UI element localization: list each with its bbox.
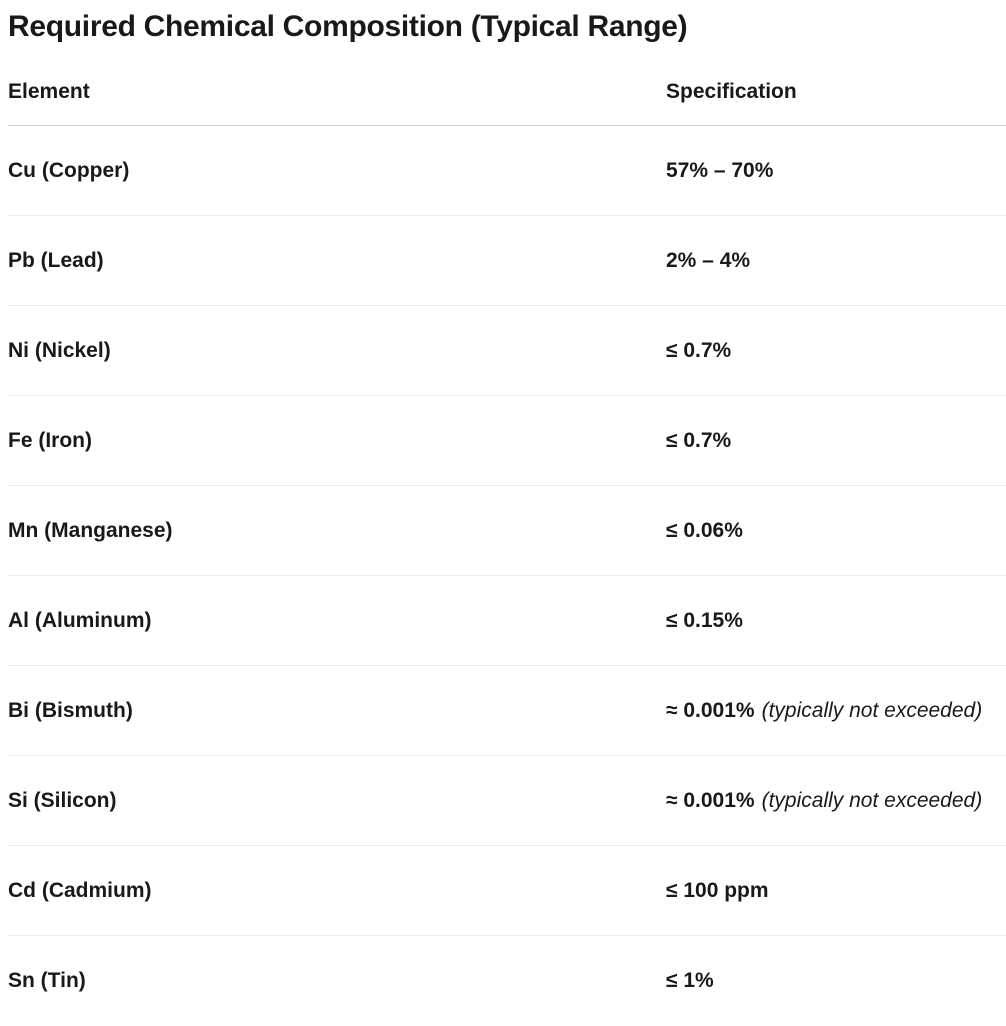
spec-cell: ≤ 100 ppm bbox=[666, 879, 1006, 903]
table-row: Cu (Copper) 57% – 70% bbox=[8, 126, 1006, 216]
spec-value: 57% – 70% bbox=[666, 158, 774, 182]
table-row: Pb (Lead) 2% – 4% bbox=[8, 216, 1006, 306]
element-cell: Bi (Bismuth) bbox=[8, 698, 133, 722]
element-cell: Mn (Manganese) bbox=[8, 518, 173, 542]
element-cell: Ni (Nickel) bbox=[8, 338, 111, 362]
element-cell: Al (Aluminum) bbox=[8, 608, 152, 632]
spec-cell: 2% – 4% bbox=[666, 249, 1006, 273]
page-title: Required Chemical Composition (Typical R… bbox=[8, 10, 688, 43]
element-cell: Si (Silicon) bbox=[8, 788, 117, 812]
spec-value: ≈ 0.001% bbox=[666, 788, 755, 812]
spec-cell: ≈ 0.001% (typically not exceeded) bbox=[666, 789, 1006, 813]
element-cell: Cd (Cadmium) bbox=[8, 878, 152, 902]
spec-value: 2% – 4% bbox=[666, 248, 751, 272]
element-cell: Sn (Tin) bbox=[8, 969, 86, 992]
column-header-element: Element bbox=[8, 79, 90, 103]
table-row: Si (Silicon) ≈ 0.001% (typically not exce… bbox=[8, 756, 1006, 846]
table-row: Al (Aluminum) ≤ 0.15% bbox=[8, 576, 1006, 666]
column-header-specification: Specification bbox=[666, 79, 797, 103]
spec-value: ≤ 0.06% bbox=[666, 518, 743, 542]
table-row: Sn (Tin) ≤ 1% bbox=[8, 936, 1006, 1026]
spec-value: ≈ 0.001% bbox=[666, 698, 755, 722]
spec-value: ≤ 0.15% bbox=[666, 608, 743, 632]
spec-note: (typically not exceeded) bbox=[761, 788, 983, 812]
spec-cell: ≈ 0.001% (typically not exceeded) bbox=[666, 699, 1006, 723]
table-header-row: Element Specification bbox=[8, 46, 1006, 126]
spec-cell: ≤ 0.7% bbox=[666, 339, 1006, 363]
spec-cell: 57% – 70% bbox=[666, 159, 1006, 183]
composition-document: Required Chemical Composition (Typical R… bbox=[0, 8, 1006, 1026]
table-row: Cd (Cadmium) ≤ 100 ppm bbox=[8, 846, 1006, 936]
spec-value: ≤ 0.7% bbox=[666, 338, 732, 362]
spec-value: ≤ 100 ppm bbox=[666, 878, 769, 902]
spec-value: ≤ 1% bbox=[666, 969, 714, 992]
element-cell: Cu (Copper) bbox=[8, 158, 130, 182]
spec-value: ≤ 0.7% bbox=[666, 428, 732, 452]
element-cell: Pb (Lead) bbox=[8, 248, 104, 272]
spec-cell: ≤ 0.15% bbox=[666, 609, 1006, 633]
spec-cell: ≤ 1% bbox=[666, 969, 1006, 993]
table-row: Fe (Iron) ≤ 0.7% bbox=[8, 396, 1006, 486]
spec-cell: ≤ 0.7% bbox=[666, 429, 1006, 453]
table-row: Ni (Nickel) ≤ 0.7% bbox=[8, 306, 1006, 396]
spec-note: (typically not exceeded) bbox=[761, 698, 983, 722]
table-row: Mn (Manganese) ≤ 0.06% bbox=[8, 486, 1006, 576]
table-row: Bi (Bismuth) ≈ 0.001% (typically not exce… bbox=[8, 666, 1006, 756]
spec-cell: ≤ 0.06% bbox=[666, 519, 1006, 543]
element-cell: Fe (Iron) bbox=[8, 428, 92, 452]
